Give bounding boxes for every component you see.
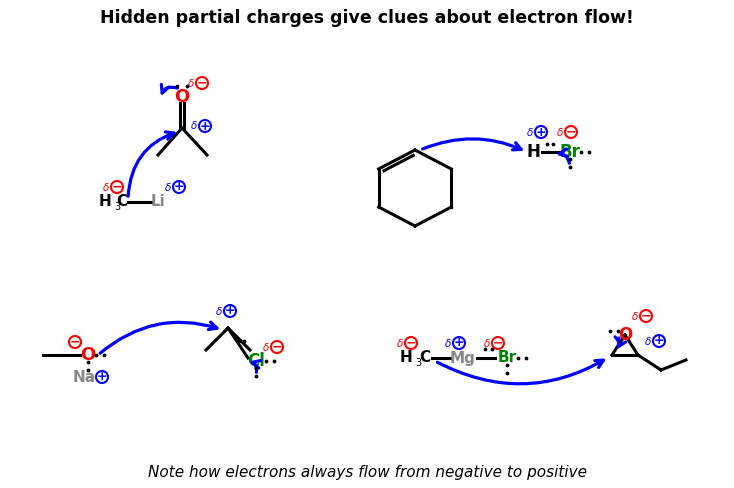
Text: δ: δ [191,121,197,131]
Text: δ: δ [557,128,563,138]
Text: δ: δ [165,183,171,193]
Text: C: C [419,350,431,366]
Text: O: O [175,88,189,106]
Text: Cl: Cl [247,352,265,370]
Text: −: − [641,309,651,323]
Text: δ: δ [263,343,269,353]
Text: Br: Br [559,143,581,161]
Text: 3: 3 [415,358,421,368]
Text: δ: δ [632,312,638,322]
Text: Hidden partial charges give clues about electron flow!: Hidden partial charges give clues about … [100,9,634,27]
Text: Na: Na [73,369,95,385]
Text: δ: δ [644,337,651,347]
Text: Mg: Mg [450,350,476,366]
Text: −: − [197,77,207,89]
Text: 3: 3 [114,202,120,212]
Text: +: + [654,334,664,347]
Text: −: − [493,337,504,349]
Text: δ: δ [216,307,222,317]
Text: O: O [81,346,95,364]
Text: −: − [70,336,80,348]
Text: +: + [536,125,546,139]
Text: δ: δ [188,79,195,89]
Text: H: H [98,195,111,209]
Text: δ: δ [103,183,109,193]
Text: −: − [566,125,576,139]
Text: −: − [272,341,283,353]
Text: −: − [112,181,123,194]
Text: Note how electrons always flow from negative to positive: Note how electrons always flow from nega… [148,465,586,480]
Text: Br: Br [498,350,517,366]
Text: δ: δ [484,339,490,349]
Text: C: C [117,195,128,209]
Text: H: H [399,350,412,366]
Text: +: + [174,181,184,194]
Text: +: + [454,337,465,349]
Text: −: − [406,337,416,349]
Text: O: O [618,326,632,344]
Text: Li: Li [150,195,165,209]
Text: H: H [526,143,540,161]
Text: δ: δ [527,128,533,138]
Text: δ: δ [445,339,451,349]
Text: +: + [225,305,236,318]
Text: δ: δ [397,339,403,349]
Text: +: + [200,120,211,133]
Text: +: + [97,370,107,384]
